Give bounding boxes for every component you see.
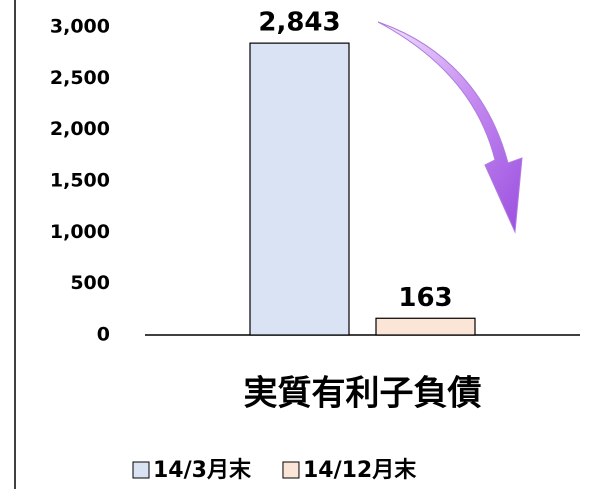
decorative-arrow [378,22,522,232]
y-tick-label: 0 [97,324,110,346]
value-label: 163 [398,283,452,313]
legend-swatch [133,462,149,478]
value-label: 2,843 [258,8,340,38]
y-tick-label: 3,000 [50,16,110,38]
chart: 0 500 1,000 1,500 2,000 2,500 3,000 実質有利子負債 2,84… [0,0,591,489]
legend-swatch [283,462,299,478]
bar [376,318,475,335]
legend-label: 14/3月末 [153,458,252,483]
y-tick-label: 2,000 [50,118,110,140]
y-tick-label: 1,500 [50,170,110,192]
category-label: 実質有利子負債 [244,374,482,414]
y-tick-label: 1,000 [50,221,110,243]
bar [250,43,349,335]
legend-label: 14/12月末 [303,458,417,483]
y-tick-label: 2,500 [50,67,110,89]
y-tick-label: 500 [70,272,110,294]
